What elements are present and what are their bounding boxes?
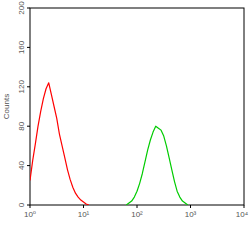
- y-tick: [27, 126, 30, 127]
- x-tick: [137, 205, 138, 208]
- x-tick-label: 10¹: [78, 210, 90, 219]
- y-axis-label: Counts: [2, 94, 11, 119]
- y-tick-label: 120: [17, 80, 26, 94]
- x-tick-label: 10⁴: [236, 210, 249, 219]
- y-tick-label: 0: [17, 202, 26, 207]
- y-tick: [27, 165, 30, 166]
- y-tick: [27, 86, 30, 87]
- y-tick-label: 160: [17, 40, 26, 54]
- x-tick: [30, 205, 31, 208]
- y-tick-label: 40: [17, 161, 26, 170]
- plot-frame: [30, 8, 244, 205]
- y-tick: [27, 47, 30, 48]
- x-tick: [244, 205, 245, 208]
- series-group: [30, 83, 188, 205]
- histogram-line: [126, 126, 188, 205]
- y-tick-label: 200: [17, 1, 26, 15]
- y-tick-label: 80: [17, 121, 26, 130]
- x-tick-label: 10²: [131, 210, 143, 219]
- x-tick: [190, 205, 191, 208]
- chart: 0 40 80 120 160 200 10⁰ 10¹ 10² 10³ 10⁴ Counts: [0, 0, 250, 225]
- y-tick: [27, 8, 30, 9]
- x-tick: [83, 205, 84, 208]
- x-tick-label: 10⁰: [24, 210, 36, 219]
- histogram-line: [30, 83, 89, 205]
- x-tick-label: 10³: [185, 210, 197, 219]
